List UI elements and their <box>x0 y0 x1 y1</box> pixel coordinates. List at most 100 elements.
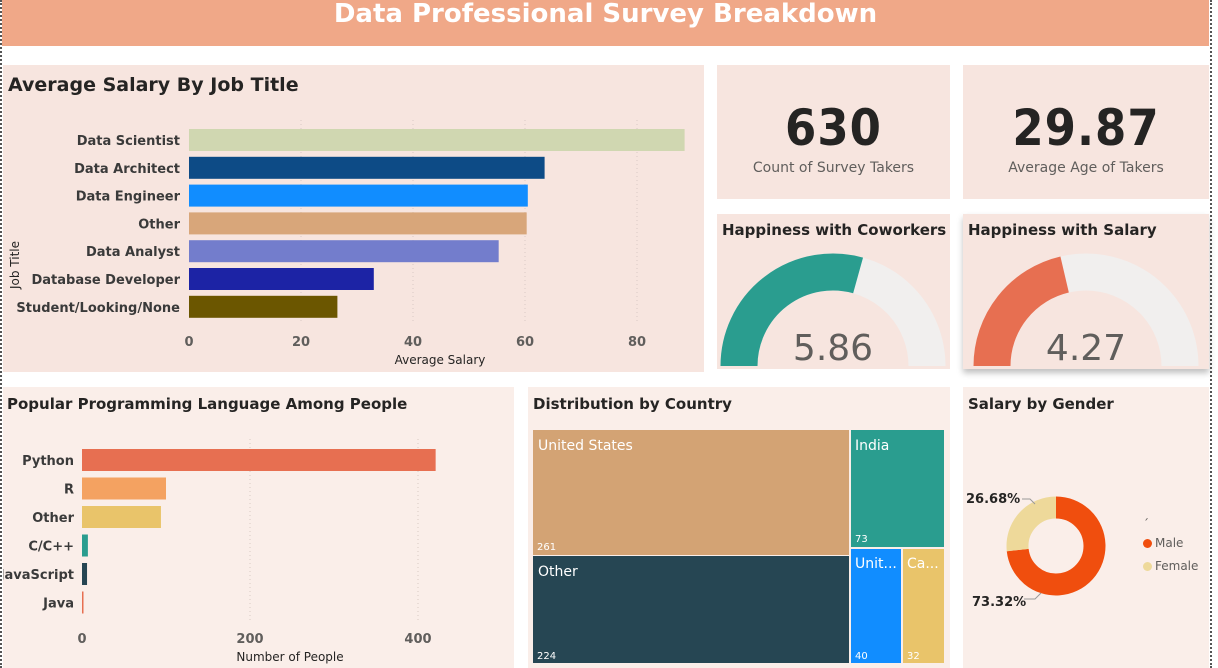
legend-male-label: Male <box>1155 536 1184 550</box>
languages-card[interactable]: Popular Programming Language Among Peopl… <box>3 387 514 668</box>
canvas-left-border <box>0 0 2 668</box>
tile-united-states-label: United States <box>538 438 633 454</box>
kpi-age-card[interactable]: 29.87 Average Age of Takers <box>963 65 1209 199</box>
donut-slice-male[interactable] <box>1006 496 1106 596</box>
tile-india-label: India <box>855 438 889 454</box>
job-bar-database-developer[interactable] <box>189 268 374 290</box>
donut-slice-female[interactable] <box>1006 496 1057 552</box>
job-category-data-engineer: Data Engineer <box>76 190 181 205</box>
lang-tick-label: 400 <box>404 632 431 647</box>
tile-other-value: 224 <box>537 651 556 662</box>
lang-tick-label: 0 <box>77 632 86 647</box>
job-bar-other[interactable] <box>189 212 527 235</box>
tile-india-value: 73 <box>855 534 868 545</box>
tile-united-kingdom-rect <box>851 549 901 663</box>
job-tick-label: 20 <box>292 335 310 350</box>
languages-title: Popular Programming Language Among Peopl… <box>7 395 408 413</box>
salary-by-job-x-axis-label: Average Salary <box>395 353 486 367</box>
tile-canada[interactable]: Ca... 32 <box>903 549 944 663</box>
tile-united-states-value: 261 <box>537 542 556 553</box>
country-title: Distribution by Country <box>533 395 732 413</box>
kpi-count-label: Count of Survey Takers <box>752 160 915 176</box>
gender-title: Salary by Gender <box>968 395 1114 413</box>
job-category-student-looking-none: Student/Looking/None <box>16 301 180 316</box>
gauge-coworkers-chart: 5.86 <box>720 253 946 369</box>
gauge-coworkers-title: Happiness with Coworkers <box>722 221 947 239</box>
job-category-data-scientist: Data Scientist <box>77 134 180 149</box>
job-bar-data-analyst[interactable] <box>189 240 499 263</box>
gauge-salary-card[interactable]: Happiness with Salary 4.27 <box>963 214 1209 369</box>
lang-bar-c-c[interactable] <box>82 534 88 557</box>
lang-bar-r[interactable] <box>82 477 166 500</box>
job-category-data-analyst: Data Analyst <box>86 245 180 260</box>
tile-united-states[interactable]: United States 261 <box>533 430 849 555</box>
tile-united-states-rect <box>533 430 849 555</box>
lang-category-python: Python <box>22 454 74 469</box>
job-tick-label: 60 <box>516 335 534 350</box>
tile-india-rect <box>851 430 944 547</box>
job-tick-label: 40 <box>404 335 422 350</box>
salary-by-job-y-axis-label: Job Title <box>8 241 22 290</box>
legend-item-male[interactable]: Male <box>1143 536 1198 550</box>
job-bar-data-architect[interactable] <box>189 156 545 179</box>
lang-category-javascript: JavaScript <box>3 568 74 583</box>
tile-canada-value: 32 <box>907 651 920 662</box>
lang-tick-label: 200 <box>236 632 263 647</box>
job-category-database-developer: Database Developer <box>31 273 180 288</box>
legend-female-label: Female <box>1155 559 1199 573</box>
canvas-right-border <box>1210 0 1212 668</box>
gauge-salary-chart: 4.27 <box>973 253 1199 369</box>
tile-other[interactable]: Other 224 <box>533 556 849 663</box>
tile-canada-rect <box>903 549 944 663</box>
male-pct-label: 73.32% <box>972 595 1026 610</box>
job-category-other: Other <box>138 217 180 232</box>
job-category-data-architect: Data Architect <box>74 162 180 177</box>
gauge-coworkers-value: 5.86 <box>793 328 873 369</box>
lang-category-r: R <box>64 483 74 498</box>
kpi-age-value: 29.87 <box>1012 99 1160 157</box>
tile-other-rect <box>533 556 849 663</box>
lang-bar-python[interactable] <box>82 449 436 471</box>
tile-united-kingdom-value: 40 <box>855 651 868 662</box>
lang-category-java: Java <box>42 597 74 612</box>
lang-bar-other[interactable] <box>82 506 161 528</box>
gender-donut-chart: 26.68% 73.32% <box>966 492 1106 610</box>
kpi-count-value: 630 <box>785 99 882 157</box>
lang-bar-java[interactable] <box>82 591 84 614</box>
gauge-salary-value: 4.27 <box>1046 328 1126 369</box>
gender-legend: ´ Male Female <box>1143 517 1198 573</box>
job-bar-student-looking-none[interactable] <box>189 295 338 318</box>
gauge-salary-title: Happiness with Salary <box>968 221 1157 239</box>
lang-category-c-c: C/C++ <box>28 540 74 555</box>
female-pct-label: 26.68% <box>966 492 1020 507</box>
female-leader-line <box>1022 498 1036 505</box>
salary-by-job-title: Average Salary By Job Title <box>8 74 299 96</box>
job-tick-label: 80 <box>628 335 646 350</box>
languages-chart: Number of People Python R Other C/C++ JavaSc… <box>3 439 436 664</box>
female-swatch <box>1143 562 1152 571</box>
job-bar-data-engineer[interactable] <box>189 184 528 207</box>
gauge-salary-fill <box>973 256 1070 367</box>
languages-x-axis-label: Number of People <box>236 650 343 664</box>
job-bar-data-scientist[interactable] <box>189 129 685 151</box>
male-swatch <box>1143 539 1152 548</box>
kpi-count-card[interactable]: 630 Count of Survey Takers <box>717 65 950 199</box>
gender-legend-title: ´ <box>1143 517 1149 531</box>
tile-canada-label: Ca... <box>907 556 939 572</box>
lang-bar-javascript[interactable] <box>82 563 88 585</box>
male-leader-line <box>1024 592 1042 600</box>
dashboard-title: Data Professional Survey Breakdown <box>333 0 878 29</box>
job-tick-label: 0 <box>184 335 193 350</box>
lang-category-other: Other <box>32 511 74 526</box>
country-treemap: United States 261 Other 224 India 73 Uni… <box>533 430 944 663</box>
gauge-coworkers-fill <box>720 253 864 367</box>
salary-by-job-card[interactable]: Average Salary By Job Title Job Title Av… <box>3 65 704 372</box>
tile-other-label: Other <box>538 564 578 580</box>
gender-card[interactable]: Salary by Gender 26.68% 73.32% ´ Male Fe… <box>963 387 1209 668</box>
tile-india[interactable]: India 73 <box>851 430 944 547</box>
salary-by-job-chart: Job Title Average Salary Data Scientist D… <box>8 120 685 367</box>
legend-item-female[interactable]: Female <box>1143 559 1198 573</box>
gauge-coworkers-card[interactable]: Happiness with Coworkers 5.86 <box>717 214 950 369</box>
country-card[interactable]: Distribution by Country United States 26… <box>528 387 950 668</box>
tile-united-kingdom[interactable]: Unit... 40 <box>851 549 901 663</box>
